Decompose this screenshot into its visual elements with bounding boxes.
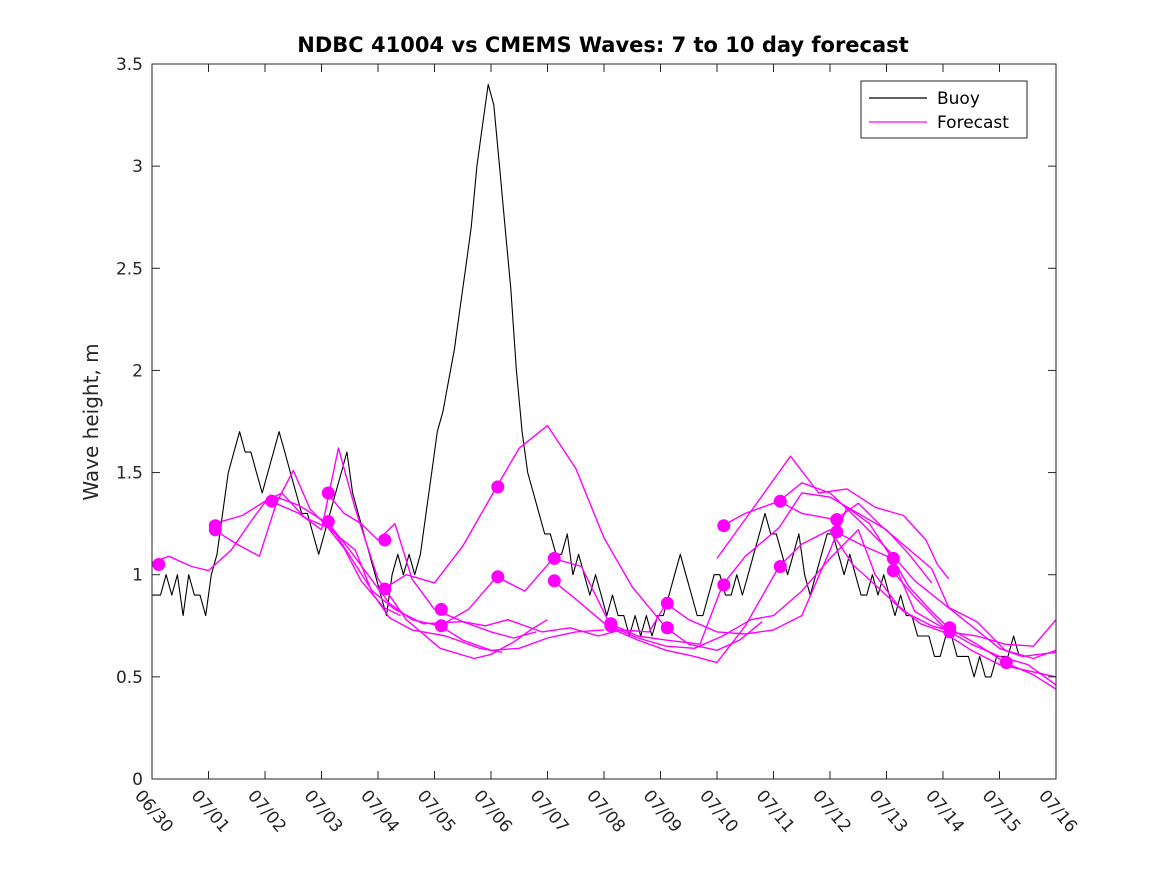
forecast-start-marker-23 xyxy=(830,525,844,539)
forecast-start-marker-25 xyxy=(886,564,900,578)
forecast-start-marker-13 xyxy=(547,574,561,588)
y-tick-label-7: 3.5 xyxy=(116,55,143,75)
forecast-series-line-10 xyxy=(609,529,1056,678)
forecast-series-line-15 xyxy=(891,570,1056,647)
y-tick-label-3: 1.5 xyxy=(116,464,143,484)
forecast-start-marker-22 xyxy=(830,513,844,527)
forecast-start-marker-10 xyxy=(491,480,505,494)
y-tick-label-0: 0 xyxy=(132,770,143,790)
forecast-series-line-3 xyxy=(213,469,503,653)
forecast-start-marker-7 xyxy=(378,582,392,596)
forecast-start-marker-12 xyxy=(547,551,561,565)
forecast-start-marker-11 xyxy=(491,570,505,584)
forecast-start-marker-20 xyxy=(773,494,787,508)
forecast-start-marker-28 xyxy=(999,656,1013,670)
forecast-start-marker-18 xyxy=(717,519,731,533)
forecast-start-marker-15 xyxy=(604,619,618,633)
forecast-series-line-4 xyxy=(270,447,548,660)
forecast-start-marker-9 xyxy=(434,619,448,633)
forecast-start-marker-8 xyxy=(434,602,448,616)
forecast-start-marker-19 xyxy=(717,578,731,592)
legend-buoy-label: Buoy xyxy=(937,89,980,109)
y-axis: 0 0.5 1 1.5 2 2.5 3 3.5 xyxy=(116,55,1056,790)
y-tick-label-6: 3 xyxy=(132,157,143,177)
legend: Buoy Forecast xyxy=(860,80,1028,139)
chart-title: NDBC 41004 vs CMEMS Waves: 7 to 10 day f… xyxy=(297,33,908,57)
y-tick-label-1: 0.5 xyxy=(116,668,143,688)
plot-area xyxy=(151,63,1057,780)
y-tick-label-4: 2 xyxy=(132,361,143,381)
forecast-start-marker-24 xyxy=(886,551,900,565)
y-axis-label: Wave height, m xyxy=(79,343,103,500)
forecast-series-line-16 xyxy=(716,455,950,580)
forecast-start-marker-16 xyxy=(660,596,674,610)
forecast-series-line-6 xyxy=(326,492,667,637)
forecast-start-marker-6 xyxy=(378,533,392,547)
forecast-start-marker-21 xyxy=(773,560,787,573)
forecast-start-marker-4 xyxy=(321,486,335,500)
legend-forecast-label: Forecast xyxy=(937,113,1009,133)
forecast-series-line-7 xyxy=(383,424,763,651)
forecast-series-line-8 xyxy=(439,492,933,645)
buoy-series-line xyxy=(152,83,1020,678)
forecast-start-marker-3 xyxy=(265,494,279,508)
forecast-start-marker-0 xyxy=(152,558,166,571)
y-tick-label-2: 1 xyxy=(132,566,143,586)
forecast-start-marker-2 xyxy=(208,523,222,537)
forecast-start-marker-27 xyxy=(943,625,957,639)
forecast-series-line-5 xyxy=(326,521,605,651)
y-tick-label-5: 2.5 xyxy=(116,259,143,279)
legend-box xyxy=(860,80,1028,139)
forecast-series-line-9 xyxy=(552,529,955,664)
forecast-start-marker-5 xyxy=(321,515,335,529)
forecast-start-marker-17 xyxy=(660,621,674,635)
forecast-series-line-14 xyxy=(835,531,1056,690)
